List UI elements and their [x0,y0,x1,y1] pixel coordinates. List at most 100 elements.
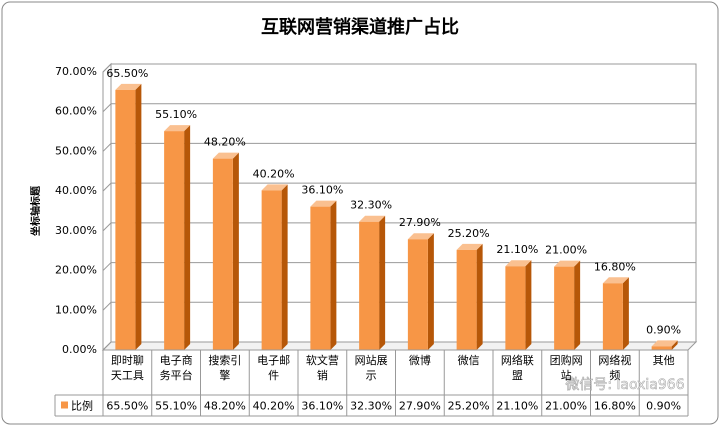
category-label: 电子商务平台 [159,354,193,382]
category-label: 微信 [457,354,480,367]
bar-front [505,266,526,350]
bar [261,184,288,350]
table-value: 27.90% [399,400,441,413]
y-tick-label: 10.00% [55,303,97,316]
chart-title: 互联网营销渠道推广占比 [261,16,459,38]
grid-line [102,341,696,351]
table-value: 21.00% [545,400,587,413]
bar-front [261,190,282,350]
bar-top [651,340,678,347]
grid-line [102,63,696,73]
table-value: 65.50% [106,400,148,413]
bar-side [330,200,337,350]
value-label: 21.00% [545,244,587,257]
y-tick-label: 40.00% [55,184,97,197]
bar-side [476,243,483,350]
category-label: 电子邮件 [257,354,291,382]
bar [407,233,434,350]
grid-line [102,262,696,271]
value-label: 0.90% [646,323,681,336]
bar-side [281,184,288,350]
bar-top [164,125,191,132]
value-label: 40.20% [253,167,295,180]
value-label: 32.30% [350,199,392,212]
bar-side [525,260,532,350]
y-tick-label: 30.00% [55,224,97,237]
bar [554,260,581,350]
bar-top [554,260,581,267]
category-label: 搜索引擎 [208,354,242,382]
table-value: 21.10% [496,400,538,413]
category-label: 其他 [652,354,675,367]
bar-top [212,152,239,159]
bar-front [554,266,575,350]
bar [164,125,191,350]
legend-label: 比例 [71,399,93,413]
grid-line [102,182,696,192]
y-tick-label: 70.00% [55,65,97,78]
y-tick-label: 50.00% [55,144,97,157]
bar-front [602,283,623,350]
grid-line [102,222,696,232]
bar-top [359,215,386,222]
bar-side [184,125,191,350]
table-value: 0.90% [646,400,681,413]
bar-side [232,152,239,350]
bar-side [427,233,434,350]
value-label: 21.10% [496,243,538,256]
side-wall [102,62,112,352]
bar [456,243,483,350]
y-axis-label: 坐标轴标题 [29,185,42,236]
bar-top [407,233,434,240]
bar-side [671,340,678,350]
bar [505,260,532,350]
bar-top [602,277,629,284]
value-label: 55.10% [155,108,197,121]
bar [115,83,142,350]
category-label: 微博 [408,354,431,367]
bar-front [407,239,428,350]
category-label: 团购网站 [549,354,583,382]
y-tick-label: 0.00% [62,343,97,356]
table-value: 36.10% [301,400,343,413]
category-label: 即时聊天工具 [110,354,144,382]
y-tick-label: 60.00% [55,105,97,118]
value-label: 36.10% [301,184,343,197]
bar-top [115,83,142,90]
bar-top [310,200,337,207]
category-label: 软文营销 [305,354,339,382]
table-value: 25.20% [448,400,490,413]
bar-front [212,158,233,350]
grid-line [102,103,696,113]
grid-line [102,301,696,311]
bar-front [359,221,380,350]
value-label: 48.20% [204,136,246,149]
table-value: 48.20% [204,400,246,413]
bar-front [164,131,185,350]
value-label: 65.50% [106,67,148,80]
y-tick-label: 20.00% [55,264,97,277]
bar [310,200,337,350]
bar-front [456,249,477,350]
table-value: 55.10% [155,400,197,413]
legend-swatch [61,401,68,409]
bar [212,152,239,350]
value-label: 16.80% [594,260,636,273]
table-value: 32.30% [350,400,392,413]
bar-top [261,184,288,191]
category-label: 网络联盟 [500,354,534,382]
bar-front [651,346,672,350]
watermark: 微信号: laoxia966 [565,377,684,393]
grid-line [102,142,696,152]
bar-top [505,260,532,267]
value-label: 25.20% [448,227,490,240]
bar-side [135,83,142,350]
bar-front [115,89,136,350]
bar [359,215,386,350]
bar-side [622,277,629,350]
bar-side [574,260,581,350]
bar-top [456,243,483,250]
bar-front [310,206,331,350]
